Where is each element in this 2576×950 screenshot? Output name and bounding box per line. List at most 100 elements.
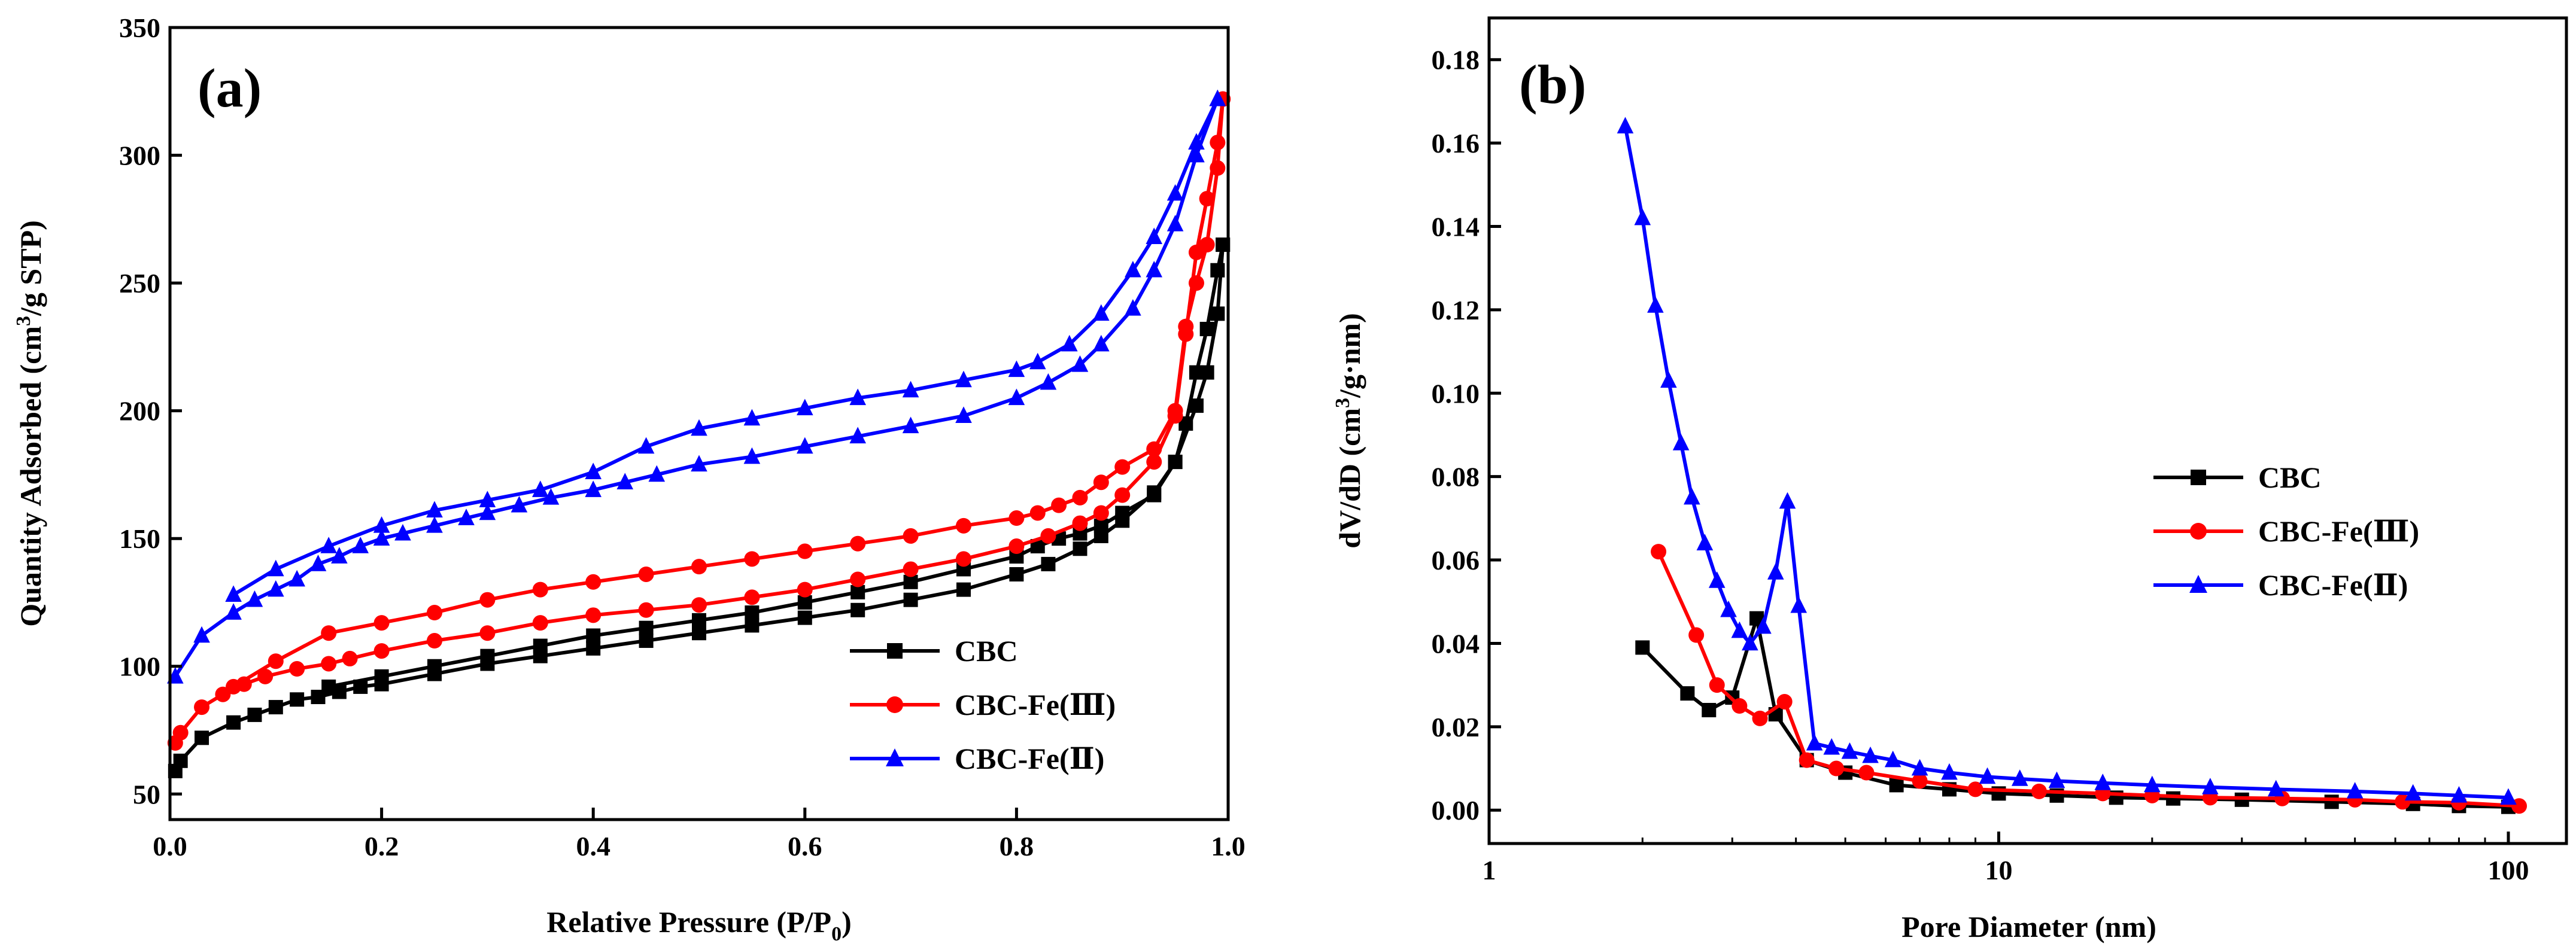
cbc-fe-point [257, 668, 274, 684]
cbc-fe-adsorption-line [174, 98, 1220, 678]
cbc-fe-point [850, 535, 866, 552]
x-tick-label: 1.0 [1211, 831, 1246, 861]
cbc-fe-point [246, 590, 263, 607]
x-tick-label: 0.4 [576, 831, 610, 861]
cbc-fe-point [225, 585, 242, 602]
cbc-fe-point [1008, 388, 1025, 406]
cbc-fe-point [1967, 781, 1983, 797]
cbc-fe-point [1742, 634, 1758, 651]
cbc-point [850, 602, 865, 617]
cbc-fe-point [226, 678, 242, 695]
cbc-fe-point [1776, 694, 1793, 710]
cbc-fe-point [1684, 488, 1700, 505]
cbc-fe-point [1029, 505, 1046, 521]
cbc-fe-point [2450, 786, 2468, 803]
cbc-point [195, 730, 209, 745]
cbc-point [1210, 306, 1225, 321]
cbc-fe-point [1093, 474, 1109, 491]
cbc-fe-point [743, 447, 761, 464]
cbc-fe-point [331, 547, 348, 564]
cbc-fe-point [797, 543, 813, 559]
cbc-fe-point [1199, 191, 1215, 207]
cbc-fe-point [479, 592, 496, 608]
cbc-point [533, 638, 548, 653]
cbc-fe-point [1114, 487, 1131, 503]
panel-b-y-axis-label: dV/dD (cm3/g·nm) [1332, 313, 1366, 548]
cbc-fe-point [849, 427, 866, 444]
cbc-fe-point [542, 488, 560, 505]
cbc-fe-point [172, 724, 189, 741]
cbc-point [2166, 791, 2181, 806]
cbc-fe-point [850, 571, 866, 587]
cbc-fe-point [744, 551, 760, 567]
x-tick-label: 100 [2487, 855, 2529, 885]
y-tick-label: 300 [119, 141, 160, 171]
cbc-fe-point [1806, 733, 1823, 751]
cbc-fe-point [1199, 237, 1215, 253]
cbc-point [290, 692, 305, 707]
y-tick-label: 100 [119, 651, 160, 682]
cbc-fe-point [2048, 771, 2065, 788]
cbc-fe-point [1188, 275, 1204, 291]
cbc-point [586, 641, 601, 656]
cbc-fe-point [1188, 145, 1205, 163]
cbc-fe-point [585, 607, 602, 623]
cbc-fe-point [2094, 774, 2112, 790]
legend-marker-cbc [887, 643, 903, 659]
cbc-fe-point [1029, 352, 1046, 370]
panel-a-legend: CBC CBC-Fe(Ⅲ) CBC-Fe(Ⅱ) [850, 634, 1116, 775]
cbc-fe-point [1823, 738, 1840, 755]
cbc-fe-point [1072, 489, 1088, 506]
cbc-fe-point [1210, 160, 1226, 176]
y-tick-label: 0.00 [1432, 795, 1480, 826]
cbc-fe-point [289, 661, 305, 677]
cbc-point [745, 605, 760, 620]
cbc-fe-point [1755, 617, 1772, 634]
y-tick-label: 0.12 [1432, 295, 1480, 325]
cbc-fe-desorption-line [232, 98, 1219, 596]
cbc-fe-point [479, 503, 496, 520]
panel-b-frame [1487, 16, 2568, 845]
cbc-point [797, 610, 812, 625]
cbc-fe-point [1178, 318, 1194, 334]
cbc-fe-point [1125, 299, 1141, 316]
cbc-fe-point [194, 699, 210, 715]
cbc-fe-point [1114, 459, 1131, 475]
cbc-point [639, 620, 654, 635]
panel-a-y-axis-label: Quantity Adsorbed (cm3/g STP) [13, 220, 47, 627]
cbc-point [1073, 541, 1087, 556]
cbc-fe-point [1093, 505, 1109, 521]
cbc-fe-point [1672, 434, 1690, 450]
cbc-fe-point [373, 643, 390, 659]
cbc-fe-point [532, 480, 549, 497]
cbc-fe-point [1884, 750, 1901, 768]
cbc-fe-point [426, 516, 443, 533]
cbc-fe-point [1731, 698, 1748, 714]
y-tick-label: 0.08 [1432, 462, 1480, 492]
y-tick-label: 200 [119, 396, 160, 427]
cbc-fe-point [2267, 780, 2285, 797]
cbc-fe-point [1647, 296, 1664, 313]
cbc-fe-point [193, 626, 210, 643]
cbc-point [903, 574, 918, 589]
x-tick-label: 0.2 [364, 831, 399, 861]
cbc-fe-point [797, 398, 813, 416]
panel-a-plot-area [167, 89, 1231, 778]
cbc-fe-point [691, 559, 707, 575]
cbc-fe-point [511, 495, 528, 513]
cbc-fe-point [616, 473, 634, 490]
panel-a-frame [168, 26, 1230, 821]
cbc-fe-point [1617, 117, 1634, 134]
cbc-fe-point [903, 528, 919, 544]
cbc-point [692, 626, 706, 641]
cbc-fe-point [1209, 89, 1226, 106]
cbc-point [1199, 321, 1214, 336]
cbc-fe-point [479, 625, 496, 641]
legend-marker-cbc-fe [2190, 523, 2207, 540]
cbc-point [1093, 518, 1108, 533]
cbc-fe-point [1709, 677, 1725, 693]
cbc-fe-point [638, 566, 654, 582]
cbc-point [1702, 702, 1717, 717]
cbc-fe-point [1008, 510, 1025, 526]
